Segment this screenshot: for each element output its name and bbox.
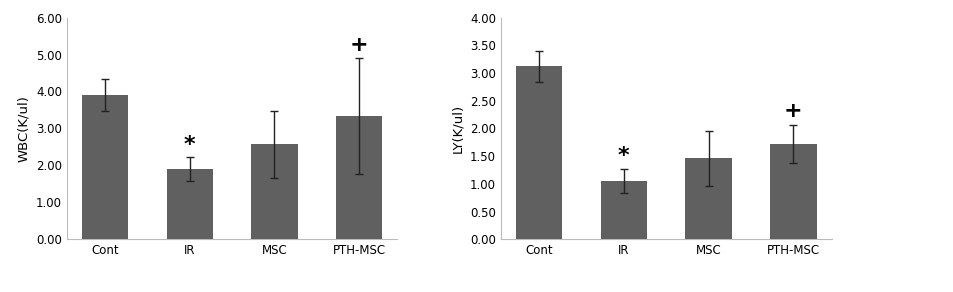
Legend: 4w: 4w [393, 117, 440, 140]
Text: *: * [618, 146, 629, 166]
Bar [167, 169, 213, 239]
Bar [769, 144, 816, 239]
Bar [251, 144, 297, 239]
Text: +: + [783, 101, 801, 121]
Y-axis label: LY(K/ul): LY(K/ul) [451, 104, 464, 153]
Legend: 4w: 4w [826, 117, 874, 140]
Bar [684, 159, 731, 239]
Text: *: * [184, 135, 195, 155]
Y-axis label: WBC(K/ul): WBC(K/ul) [17, 95, 30, 162]
Bar [516, 66, 562, 239]
Text: +: + [350, 35, 368, 55]
Bar [600, 181, 646, 239]
Bar [82, 95, 129, 239]
Bar [335, 116, 382, 239]
